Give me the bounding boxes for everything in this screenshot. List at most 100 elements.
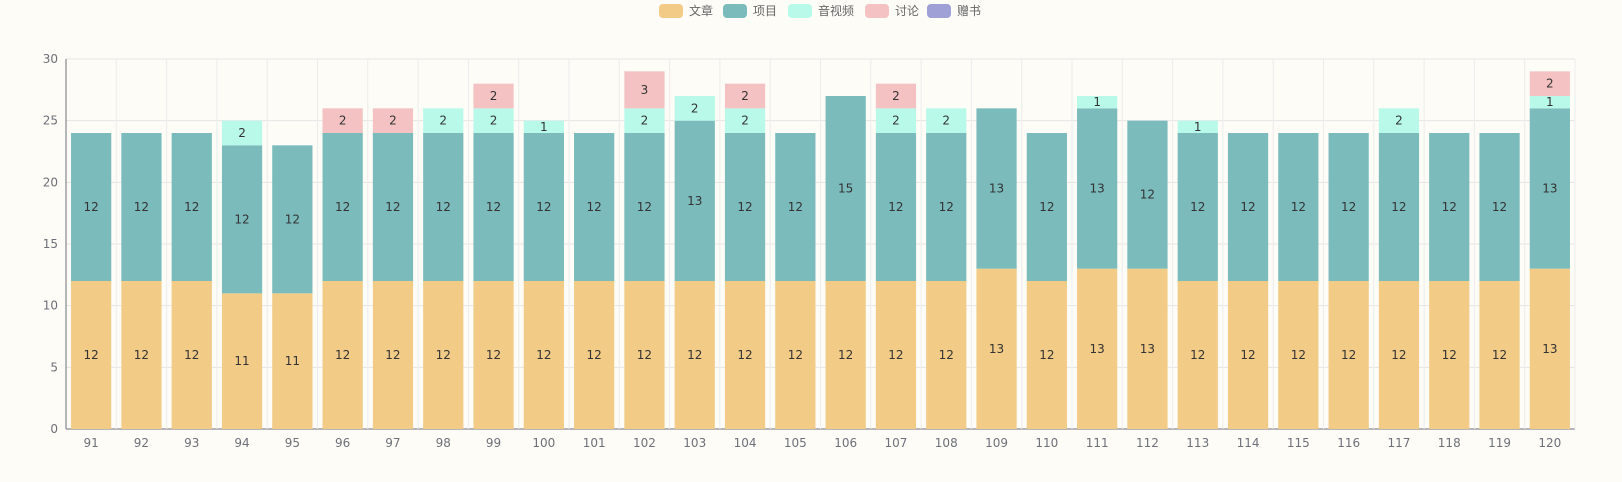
bar-segment[interactable] [1378,133,1420,281]
bar-segment[interactable] [523,133,564,281]
bar-segment[interactable] [775,281,816,429]
bar-segment[interactable] [674,96,715,121]
bar-segment[interactable] [423,281,464,429]
bar-segment[interactable] [624,133,665,281]
bar-segment[interactable] [1429,133,1470,281]
bar-segment[interactable] [624,71,665,109]
bar-segment[interactable] [724,83,766,109]
legend-label-2[interactable]: 音视频 [818,3,854,18]
bar-segment[interactable] [825,281,866,429]
legend-swatch-0[interactable] [659,4,683,18]
bar-segment[interactable] [775,133,816,281]
bar-segment[interactable] [1278,281,1319,429]
bar-value-label: 2 [1546,77,1554,91]
x-tick-label: 111 [1086,436,1109,450]
bar-segment[interactable] [724,108,766,133]
bar-segment[interactable] [674,120,715,282]
bar-segment[interactable] [1529,268,1570,429]
bar-segment[interactable] [322,133,363,281]
bar-segment[interactable] [875,83,917,109]
bar-segment[interactable] [423,108,464,133]
bar-segment[interactable] [372,108,414,133]
bar-segment[interactable] [1328,281,1369,429]
bar-segment[interactable] [1378,108,1420,133]
bar-segment[interactable] [724,281,766,429]
bar-segment[interactable] [875,133,917,281]
bar-segment[interactable] [1077,96,1118,109]
bar-segment[interactable] [322,281,363,429]
bar-segment[interactable] [875,108,917,133]
bar-segment[interactable] [1127,268,1168,429]
bar-segment[interactable] [473,108,514,133]
legend-label-3[interactable]: 讨论 [895,4,919,18]
bar-segment[interactable] [976,268,1017,429]
bar-segment[interactable] [121,133,162,281]
bar-segment[interactable] [624,281,665,429]
bar-value-label: 2 [238,126,246,140]
bar-value-label: 13 [1090,182,1105,196]
bar-segment[interactable] [221,293,263,429]
bar-segment[interactable] [372,281,414,429]
bar-segment[interactable] [926,108,967,133]
bar-segment[interactable] [574,133,615,281]
bar-segment[interactable] [1328,133,1369,281]
bar-segment[interactable] [1077,268,1118,429]
bar-segment[interactable] [1278,133,1319,281]
bar-segment[interactable] [473,83,514,109]
bar-segment[interactable] [1378,281,1420,429]
bar-segment[interactable] [1529,96,1570,109]
legend-swatch-3[interactable] [865,4,889,18]
bar-segment[interactable] [1177,281,1218,429]
bar-segment[interactable] [926,133,967,281]
bar-segment[interactable] [1227,281,1269,429]
bar-segment[interactable] [1529,71,1570,96]
bar-segment[interactable] [523,120,564,133]
bar-segment[interactable] [71,133,112,281]
bar-segment[interactable] [1026,133,1067,281]
bar-segment[interactable] [574,281,615,429]
x-tick-label: 93 [184,436,199,450]
bar-value-label: 12 [184,348,199,362]
bar-segment[interactable] [171,281,212,429]
bar-segment[interactable] [674,281,715,429]
bar-segment[interactable] [272,145,313,294]
bar-segment[interactable] [1529,108,1570,269]
bar-segment[interactable] [523,281,564,429]
bar-segment[interactable] [473,281,514,429]
bar-segment[interactable] [926,281,967,429]
legend-label-4[interactable]: 赠书 [957,4,981,18]
bar-segment[interactable] [976,108,1017,269]
bar-segment[interactable] [825,96,866,281]
bar-segment[interactable] [372,133,414,281]
legend-swatch-2[interactable] [788,4,812,18]
bar-segment[interactable] [724,133,766,281]
bar-segment[interactable] [473,133,514,281]
bar-segment[interactable] [221,120,263,146]
bar-segment[interactable] [1429,281,1470,429]
bar-segment[interactable] [1077,108,1118,269]
bar-segment[interactable] [171,133,212,281]
bar-segment[interactable] [121,281,162,429]
bar-segment[interactable] [71,281,112,429]
bar-segment[interactable] [423,133,464,281]
bar-segment[interactable] [1026,281,1067,429]
bar-segment[interactable] [221,145,263,294]
bar-segment[interactable] [272,293,313,429]
legend-swatch-4[interactable] [927,4,951,18]
legend-label-1[interactable]: 项目 [753,4,777,18]
bar-segment[interactable] [1177,133,1218,281]
bar-segment[interactable] [1227,133,1269,281]
legend: 文章 项目 音视频 讨论 赠书 [659,3,981,18]
bar-value-label: 13 [687,194,702,208]
bar-segment[interactable] [1479,281,1520,429]
x-tick-label: 106 [834,436,857,450]
bar-segment[interactable] [1177,120,1218,133]
legend-label-0[interactable]: 文章 [689,3,713,18]
bar-segment[interactable] [1127,120,1168,269]
bar-segment[interactable] [624,108,665,133]
legend-swatch-1[interactable] [723,4,747,18]
bar-segment[interactable] [322,108,363,133]
x-tick-label: 96 [335,436,350,450]
bar-segment[interactable] [1479,133,1520,281]
bar-segment[interactable] [875,281,917,429]
